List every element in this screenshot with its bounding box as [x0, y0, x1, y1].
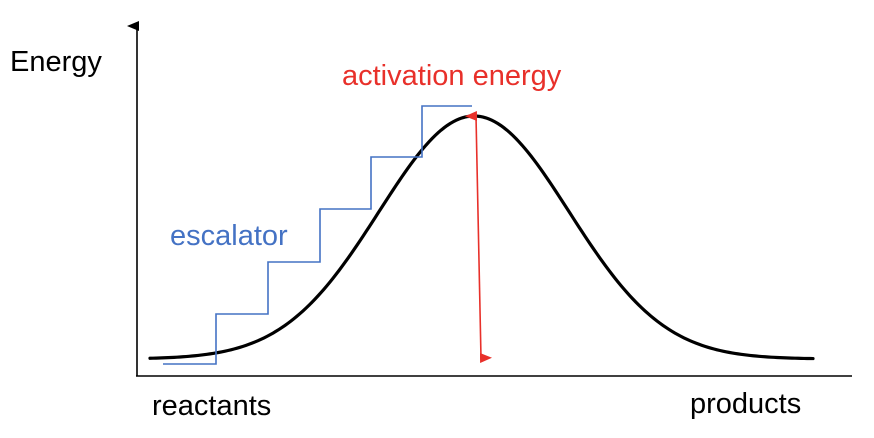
y-axis-label: Energy: [10, 46, 102, 78]
products-label: products: [690, 388, 802, 420]
escalator-label: escalator: [170, 220, 288, 252]
activation-energy-arrow: [465, 110, 492, 364]
reactants-label: reactants: [152, 390, 272, 422]
escalator-steps: [163, 105, 472, 365]
activation-energy-label: activation energy: [342, 60, 562, 92]
